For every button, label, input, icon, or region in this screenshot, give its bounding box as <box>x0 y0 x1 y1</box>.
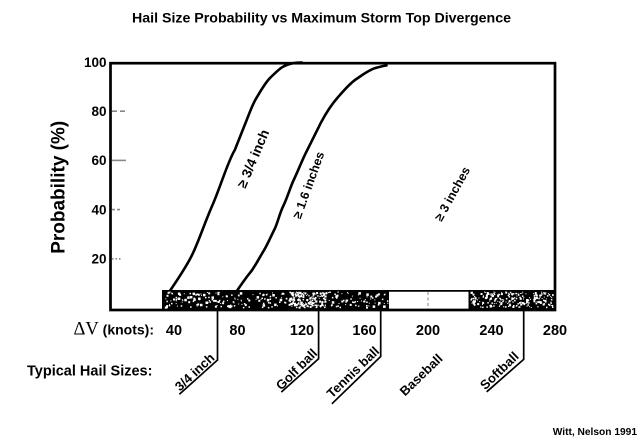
svg-text:240: 240 <box>479 323 503 339</box>
svg-text:Baseball: Baseball <box>397 351 446 399</box>
svg-text:200: 200 <box>416 323 440 339</box>
svg-text:100: 100 <box>84 55 107 70</box>
svg-text:80: 80 <box>91 104 106 119</box>
svg-text:160: 160 <box>352 323 376 339</box>
svg-text:Witt, Nelson 1991: Witt, Nelson 1991 <box>553 427 638 438</box>
svg-text:20: 20 <box>91 252 106 267</box>
svg-text:3/4 inch: 3/4 inch <box>172 350 218 394</box>
svg-text:Typical Hail Sizes:: Typical Hail Sizes: <box>27 364 152 380</box>
svg-text:Probability (%): Probability (%) <box>49 121 70 254</box>
svg-text:Tennis ball: Tennis ball <box>324 343 383 400</box>
svg-text:≥ 1.6 inches: ≥ 1.6 inches <box>290 150 327 221</box>
svg-text:≥ 3 inches: ≥ 3 inches <box>432 164 473 223</box>
svg-text:Hail Size Probability vs Maxim: Hail Size Probability vs Maximum Storm T… <box>132 11 511 27</box>
svg-text:40: 40 <box>166 323 182 339</box>
svg-text:80: 80 <box>229 323 245 339</box>
svg-text:60: 60 <box>91 153 106 168</box>
svg-text:280: 280 <box>543 323 567 339</box>
svg-text:120: 120 <box>290 323 314 339</box>
svg-text:40: 40 <box>91 202 106 217</box>
svg-text:Golf ball: Golf ball <box>273 346 320 393</box>
svg-text:ΔV (knots):: ΔV (knots): <box>74 320 154 340</box>
svg-text:Softball: Softball <box>477 349 522 393</box>
